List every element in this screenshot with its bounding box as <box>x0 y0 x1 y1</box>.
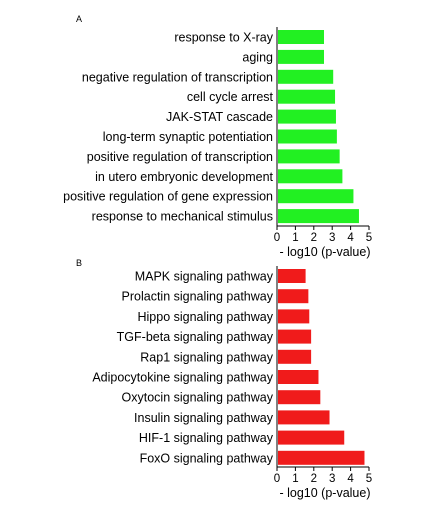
x-tick-label-a-0: 0 <box>274 232 280 244</box>
category-label-a-9: positive regulation of gene expression <box>63 190 273 204</box>
x-tick-label-a-2: 2 <box>311 232 317 244</box>
category-label-a-4: cell cycle arrest <box>187 90 274 104</box>
category-label-b-9: HIF-1 signaling pathway <box>139 431 274 445</box>
category-label-a-2: aging <box>242 50 273 64</box>
bar-b-6 <box>278 370 319 384</box>
x-tick-label-a-5: 5 <box>366 232 372 244</box>
category-label-b-3: Hippo signaling pathway <box>137 310 273 324</box>
category-label-b-5: Rap1 signaling pathway <box>140 350 273 364</box>
category-label-b-6: Adipocytokine signaling pathway <box>92 371 273 385</box>
bar-a-3 <box>278 69 334 84</box>
bar-b-9 <box>278 430 345 445</box>
bar-a-9 <box>278 189 354 204</box>
x-tick-label-b-4: 4 <box>347 473 354 485</box>
bar-a-10 <box>278 209 359 224</box>
category-label-b-10: FoxO signaling pathway <box>140 451 274 465</box>
bar-b-1 <box>278 269 306 283</box>
bar-a-6 <box>278 129 337 144</box>
category-label-b-1: MAPK signaling pathway <box>135 270 274 284</box>
x-tick-label-b-2: 2 <box>311 473 317 485</box>
bar-b-4 <box>278 329 312 344</box>
category-label-a-10: response to mechanical stimulus <box>92 210 273 224</box>
x-tick-label-b-1: 1 <box>292 473 298 485</box>
bar-b-10 <box>278 450 365 465</box>
category-label-a-1: response to X-ray <box>174 31 273 45</box>
panel-b-chart: B MAPK signaling pathway Prolactin signali… <box>76 258 372 500</box>
category-label-a-5: JAK-STAT cascade <box>166 110 273 124</box>
category-label-b-2: Prolactin signaling pathway <box>122 290 274 304</box>
bar-b-8 <box>278 410 330 425</box>
x-tick-label-b-3: 3 <box>329 473 335 485</box>
category-label-b-4: TGF-beta signaling pathway <box>117 330 274 344</box>
bar-b-3 <box>278 309 310 324</box>
bar-a-5 <box>278 109 336 124</box>
category-label-b-7: Oxytocin signaling pathway <box>122 391 274 405</box>
bar-a-4 <box>278 89 336 104</box>
bar-a-2 <box>278 49 324 64</box>
x-tick-label-a-3: 3 <box>329 232 335 244</box>
x-tick-label-b-0: 0 <box>274 473 280 485</box>
bar-b-7 <box>278 390 321 405</box>
bar-b-5 <box>278 349 312 364</box>
x-tick-label-a-1: 1 <box>292 232 298 244</box>
bar-b-2 <box>278 289 309 304</box>
bar-a-7 <box>278 149 340 164</box>
category-label-b-8: Insulin signaling pathway <box>134 411 274 425</box>
x-axis-label-b: - log10 (p-value) <box>279 486 370 500</box>
panel-label-b: B <box>76 258 82 268</box>
bar-a-8 <box>278 169 343 184</box>
category-label-a-6: long-term synaptic potentiation <box>103 130 273 144</box>
category-label-a-7: positive regulation of transcription <box>87 150 273 164</box>
panel-label-a: A <box>76 14 82 24</box>
category-label-a-8: in utero embryonic development <box>95 170 273 184</box>
x-tick-label-a-4: 4 <box>347 232 354 244</box>
category-label-a-3: negative regulation of transcription <box>82 70 273 84</box>
x-tick-label-b-5: 5 <box>366 473 372 485</box>
x-axis-label-a: - log10 (p-value) <box>279 245 370 259</box>
bar-a-1 <box>278 30 324 44</box>
